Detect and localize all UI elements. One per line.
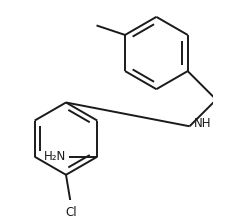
Text: NH: NH	[194, 117, 211, 130]
Text: H₂N: H₂N	[44, 150, 66, 163]
Text: Cl: Cl	[65, 206, 76, 219]
